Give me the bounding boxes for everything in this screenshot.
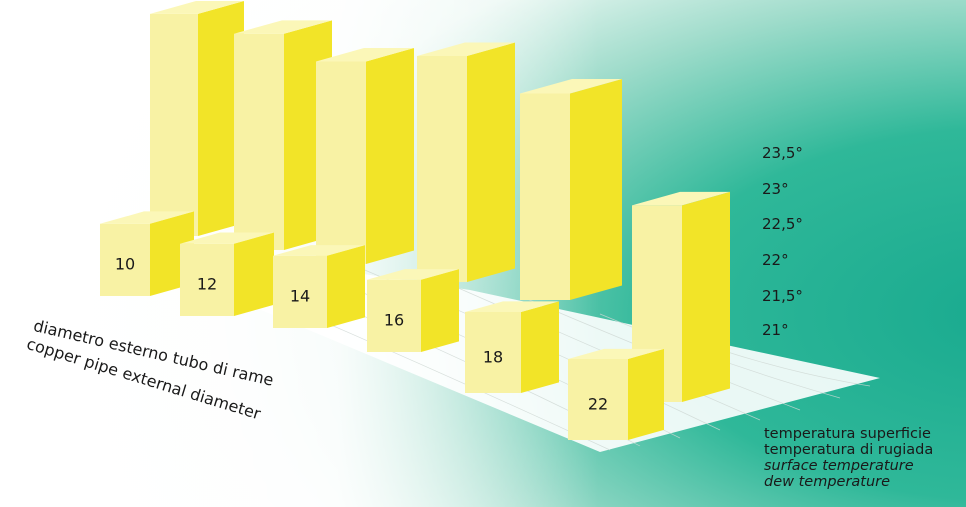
bar-surface-14-top [316, 48, 414, 62]
bar-dew-14-front [273, 255, 327, 328]
bar-dew-22-front [568, 359, 628, 440]
bar-dew-16-top [367, 269, 459, 280]
bar-surface-22-top [632, 191, 730, 206]
bar-dew-12-side [234, 232, 274, 316]
bar-dew-12-front [180, 243, 234, 316]
bar-dew-18-front [465, 312, 521, 393]
y-tick-label: 21° [762, 321, 789, 339]
bar-surface-22-side [682, 191, 730, 402]
bar-surface-12-top [234, 20, 332, 34]
bar-surface-18-front [520, 93, 570, 300]
bar-dew-16: 16 [367, 269, 459, 352]
category-label: 16 [384, 310, 404, 329]
bar-dew-10: 10 [100, 211, 194, 296]
series-dew-temperature: 10 12 14 16 18 22 [100, 211, 664, 440]
bar-dew-18-top [465, 301, 559, 312]
bar-dew-14-side [327, 245, 365, 328]
bar-surface-10-front [150, 13, 198, 236]
bar-surface-14-side [366, 48, 414, 264]
bar-surface-18-top [520, 79, 622, 94]
legend: temperatura superficie temperatura di ru… [764, 426, 933, 490]
bar-surface-16 [417, 42, 515, 283]
bar-surface-16-top [417, 42, 515, 56]
y-tick-label: 22,5° [762, 215, 803, 233]
y-tick-label: 23° [762, 180, 789, 198]
bar-surface-18-side [570, 79, 622, 300]
legend-entry-surface-it: temperatura superficie [764, 426, 931, 442]
bar-dew-22-top [568, 348, 664, 359]
category-label: 14 [290, 286, 310, 305]
bar-dew-16-side [421, 269, 459, 352]
category-label: 22 [588, 395, 608, 414]
bar-dew-16-front [367, 279, 421, 352]
bar-dew-10-top [100, 211, 194, 224]
bar-dew-18: 18 [465, 301, 559, 393]
category-label: 12 [197, 274, 217, 293]
bar-dew-14: 14 [273, 245, 365, 328]
bar-dew-14-top [273, 245, 365, 256]
y-tick-label: 21,5° [762, 287, 803, 305]
category-label: 18 [483, 348, 503, 367]
bar-surface-16-side [467, 42, 515, 282]
bar-surface-14-front [316, 61, 366, 265]
bar-surface-10-top [150, 1, 244, 14]
bar-surface-10-side [198, 1, 244, 236]
legend-entry-surface-en: surface temperature [764, 458, 914, 474]
legend-entry-dew-it: temperatura di rugiada [764, 442, 934, 458]
bar-dew-10-front [100, 223, 150, 296]
bar-surface-18 [520, 79, 622, 300]
y-tick-label: 22° [762, 251, 789, 269]
bar-dew-12-top [180, 232, 274, 244]
bar-surface-12-front [234, 33, 284, 251]
y-tick-label: 23,5° [762, 144, 803, 162]
bar-surface-10 [150, 1, 244, 236]
bar-dew-22: 22 [568, 348, 664, 440]
category-label: 10 [115, 254, 135, 273]
bar-dew-12: 12 [180, 232, 274, 316]
bar-dew-22-side [628, 348, 664, 440]
legend-entry-dew-en: dew temperature [764, 474, 891, 490]
bar-dew-18-side [521, 301, 559, 393]
bar-surface-16-front [417, 55, 467, 283]
bar-surface-14 [316, 48, 414, 265]
